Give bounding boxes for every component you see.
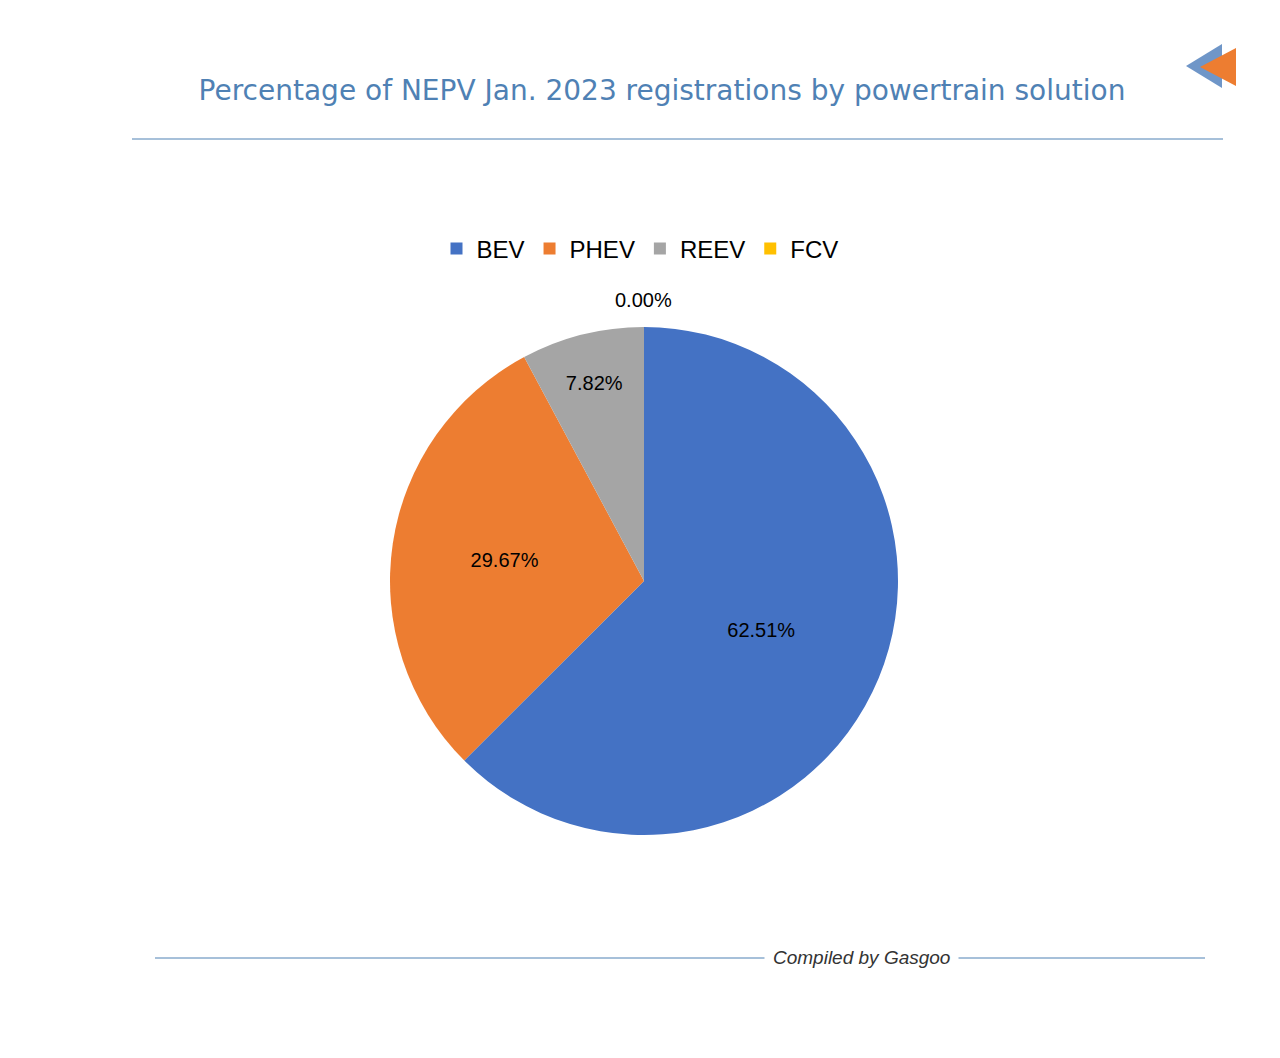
svg-text:PHEV: PHEV — [570, 236, 635, 263]
svg-text:BEV: BEV — [477, 236, 525, 263]
svg-text:29.67%: 29.67% — [471, 549, 539, 571]
svg-text:FCV: FCV — [790, 236, 838, 263]
svg-text:REEV: REEV — [680, 236, 745, 263]
svg-text:62.51%: 62.51% — [727, 619, 795, 641]
svg-text:Percentage of NEPV Jan. 2023 r: Percentage of NEPV Jan. 2023 registratio… — [199, 74, 1126, 107]
svg-text:7.82%: 7.82% — [566, 372, 623, 394]
svg-text:Compiled by Gasgoo: Compiled by Gasgoo — [773, 947, 950, 968]
svg-text:0.00%: 0.00% — [615, 289, 672, 311]
